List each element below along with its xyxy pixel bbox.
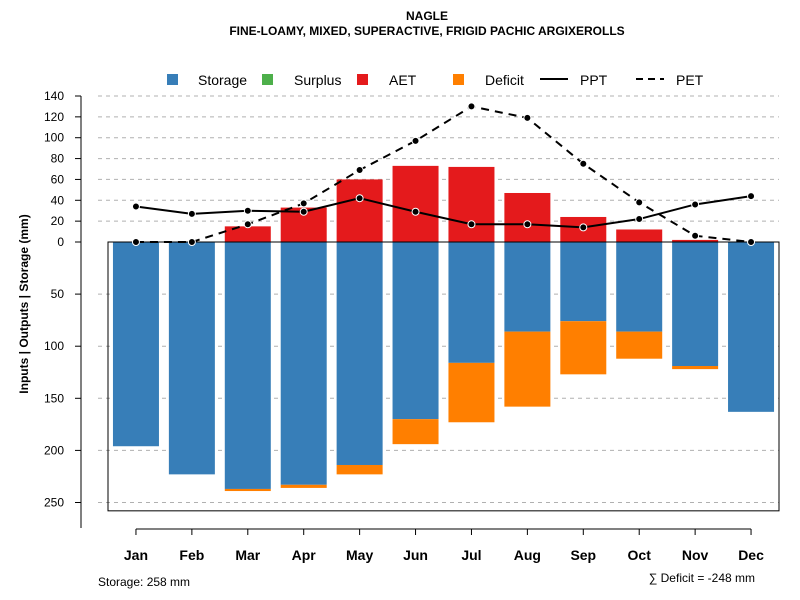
storage-bar [560,242,607,322]
storage-bar [336,242,383,465]
deficit-bar [672,365,719,370]
ppt-line-point [635,215,644,224]
deficit-total: ∑ Deficit = -248 mm [649,571,755,585]
aet-bar [504,192,551,242]
month-label: May [346,547,373,563]
y-tick-label: 60 [51,172,65,186]
y-tick-label: 100 [44,131,64,145]
month-label: Mar [235,547,260,563]
storage-bar [448,242,495,363]
chart-subtitle: FINE-LOAMY, MIXED, SUPERACTIVE, FRIGID P… [229,24,624,38]
storage-bar [672,242,719,366]
month-label: Jan [124,547,148,563]
deficit-bar [392,419,439,445]
legend-aet-swatch [357,74,368,85]
month-label: Nov [682,547,709,563]
pet-line-point [131,238,140,246]
legend-surplus-swatch [262,74,273,85]
y-tick-label: 200 [44,443,64,457]
storage-total: Storage: 258 mm [98,575,190,589]
y-tick-label: 20 [51,214,65,228]
aet-bar [672,239,719,242]
legend-storage-label: Storage [198,72,247,88]
ppt-line [135,195,752,229]
y-tick-label: 100 [44,339,64,353]
pet-line-point [411,136,420,145]
storage-bar [616,242,663,332]
y-tick-label: 40 [51,193,65,207]
chart-title: NAGLE [406,9,448,23]
aet-bar [336,179,383,242]
month-label: Feb [179,547,204,563]
month-label: Apr [292,547,317,563]
deficit-bar [280,484,327,488]
aet-bar [616,229,663,242]
ppt-line-point [747,192,756,201]
ppt-line-point [355,194,364,203]
legend-surplus-label: Surplus [294,72,341,88]
month-label: Jun [403,547,428,563]
month-label: Sep [570,547,596,563]
ppt-line-point [523,220,532,229]
y-axis-label: Inputs | Outputs | Storage (mm) [17,214,31,393]
ppt-line-point [691,200,700,209]
ppt-line-point [411,207,420,216]
ppt-line-point [187,209,196,218]
storage-bar [112,242,159,447]
aet-bar [392,165,439,242]
pet-line-point [187,238,196,246]
pet-line-point [355,166,364,175]
storage-bar [392,242,439,420]
storage-bar [224,242,271,489]
pet-line-point [747,238,756,246]
pet-line-point [579,159,588,168]
pet-line-point [243,220,252,229]
y-tick-label: 80 [51,152,65,166]
y-tick-label: 140 [44,89,64,103]
aet-bar [224,226,271,242]
ppt-line-point [579,223,588,232]
legend-deficit-label: Deficit [485,72,524,88]
ppt-line-point [467,220,476,229]
pet-line-point [467,102,476,111]
storage-bar [504,242,551,332]
deficit-bar [336,464,383,475]
pet-line-point [691,231,700,240]
legend-deficit-swatch [453,74,464,85]
ppt-line-point [299,207,308,216]
month-label: Jul [461,547,481,563]
deficit-bar [560,321,607,375]
legend: Storage Surplus AET Deficit PPT PET [167,72,704,88]
y-tick-label: 120 [44,110,64,124]
ppt-line-point [243,206,252,215]
storage-bar [728,242,775,412]
deficit-bar [504,331,551,407]
storage-bar [168,242,215,475]
month-label: Oct [628,547,652,563]
ppt-line-point [131,202,140,211]
y-tick-label: 250 [44,496,64,510]
month-label: Dec [738,547,764,563]
y-tick-label: 0 [57,235,64,249]
pet-line-point [299,199,308,208]
aet-bar [448,166,495,242]
legend-aet-label: AET [389,72,417,88]
bars [112,165,775,492]
legend-pet-label: PET [676,72,704,88]
pet-line-point [523,113,532,122]
legend-storage-swatch [167,74,178,85]
deficit-bar [616,331,663,359]
legend-ppt-label: PPT [580,72,608,88]
deficit-bar [448,362,495,423]
storage-bar [280,242,327,485]
deficit-bar [224,488,271,492]
y-tick-label: 50 [51,287,65,301]
y-tick-label: 150 [44,391,64,405]
series-lines [131,102,756,246]
month-label: Aug [514,547,541,563]
pet-line [135,105,752,243]
pet-line-point [635,198,644,207]
